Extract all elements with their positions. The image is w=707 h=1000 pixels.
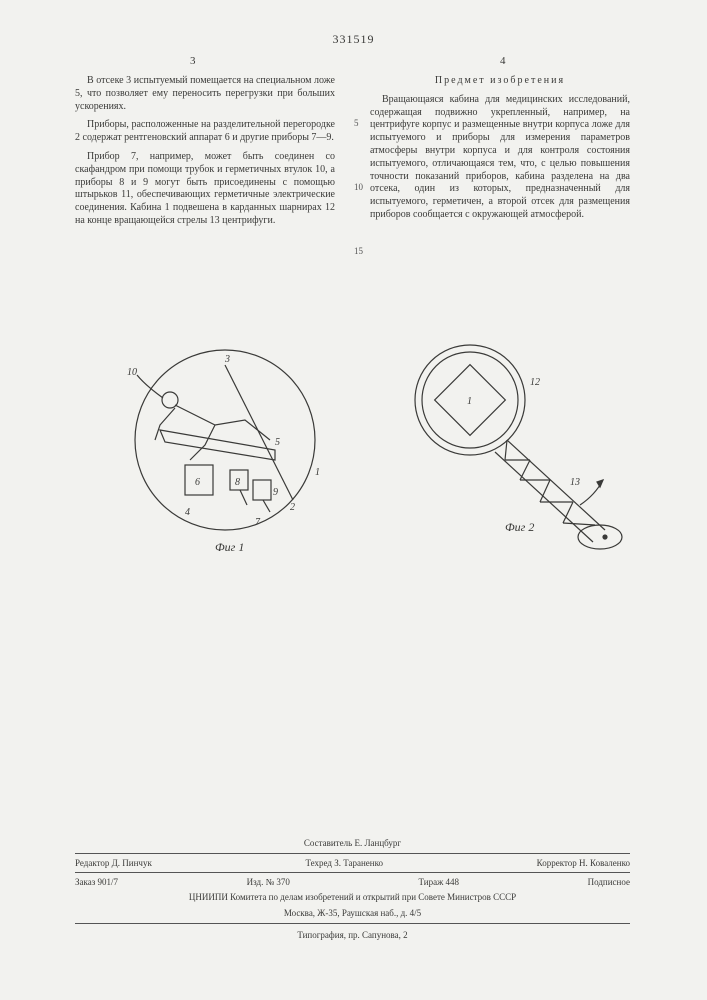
org-line: ЦНИИПИ Комитета по делам изобретений и о… — [75, 889, 630, 905]
callout-fig2-12: 12 — [530, 377, 540, 388]
callout-fig2-13: 13 — [570, 477, 580, 488]
subscription: Подписное — [588, 877, 630, 887]
left-column: В отсеке 3 испытуемый помещается на спец… — [75, 75, 335, 234]
claim-text: Вращающаяся кабина для медицинских иссле… — [370, 94, 630, 222]
divider — [75, 872, 630, 873]
figures-svg: 1 2 3 4 5 6 7 8 9 10 — [75, 330, 630, 570]
paragraph: В отсеке 3 испытуемый помещается на спец… — [75, 75, 335, 113]
fig1-label: Фиг 1 — [215, 540, 244, 555]
figures-block: 1 2 3 4 5 6 7 8 9 10 — [75, 330, 630, 570]
page-number-left: 3 — [190, 55, 196, 67]
callout-10: 10 — [127, 367, 137, 378]
callout-6: 6 — [195, 477, 200, 488]
callout-4: 4 — [185, 507, 190, 518]
callout-3: 3 — [224, 354, 230, 365]
patent-number: 331519 — [0, 32, 707, 47]
claims-title: Предмет изобретения — [370, 75, 630, 88]
credits-row: Редактор Д. Пинчук Техред З. Тараненко К… — [75, 856, 630, 870]
izd-no: Изд. № 370 — [247, 877, 290, 887]
footer-block: Составитель Е. Ланцбург Редактор Д. Пинч… — [75, 835, 630, 940]
callout-2: 2 — [290, 502, 295, 513]
callout-fig2-1: 1 — [467, 396, 472, 407]
author-line: Составитель Е. Ланцбург — [75, 835, 630, 851]
paragraph: Приборы, расположенные на разделительной… — [75, 119, 335, 145]
paragraph: Прибор 7, например, может быть соединен … — [75, 151, 335, 228]
line-number: 15 — [354, 246, 363, 256]
addr-line: Москва, Ж-35, Раушская наб., д. 4/5 — [75, 905, 630, 921]
tirazh: Тираж 448 — [418, 877, 459, 887]
callout-9: 9 — [273, 487, 278, 498]
divider — [75, 853, 630, 854]
callout-5: 5 — [275, 437, 280, 448]
printer-line: Типография, пр. Сапунова, 2 — [75, 926, 630, 940]
proofreader: Корректор Н. Коваленко — [537, 858, 630, 868]
page-number-right: 4 — [500, 55, 506, 67]
print-row: Заказ 901/7 Изд. № 370 Тираж 448 Подписн… — [75, 875, 630, 889]
editor: Редактор Д. Пинчук — [75, 858, 152, 868]
order-no: Заказ 901/7 — [75, 877, 118, 887]
divider — [75, 923, 630, 924]
callout-8: 8 — [235, 477, 240, 488]
line-number: 10 — [354, 182, 363, 192]
fig2-label: Фиг 2 — [505, 520, 534, 535]
line-number: 5 — [354, 118, 359, 128]
techred: Техред З. Тараненко — [305, 858, 383, 868]
callout-1: 1 — [315, 467, 320, 478]
right-column: Предмет изобретения Вращающаяся кабина д… — [370, 75, 630, 228]
